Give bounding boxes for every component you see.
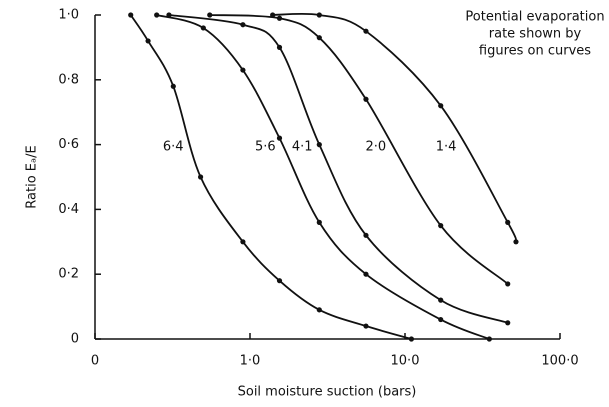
data-point: [197, 174, 204, 180]
curve: [129, 14, 412, 340]
y-tick-label: 0·4: [58, 202, 79, 217]
data-point: [513, 239, 519, 245]
data-point: [438, 103, 444, 109]
data-point: [363, 271, 369, 277]
y-tick-label: 0: [71, 332, 79, 347]
y-tick-label: 0·2: [58, 267, 79, 282]
data-point: [128, 12, 134, 18]
data-point: [240, 22, 246, 28]
data-point: [200, 25, 206, 31]
data-point: [438, 223, 444, 229]
curve-label: 6·4: [163, 140, 184, 155]
data-point: [505, 281, 511, 287]
data-point: [276, 44, 283, 51]
data-point: [316, 307, 322, 313]
data-point: [505, 320, 511, 326]
data-point: [408, 336, 415, 342]
data-point: [363, 96, 369, 102]
data-point: [166, 12, 172, 18]
data-point: [207, 12, 213, 18]
data-point: [154, 12, 160, 18]
data-point: [505, 219, 511, 225]
curve: [156, 14, 490, 340]
curve-label: 1·4: [436, 140, 457, 155]
x-tick-label: 0: [91, 354, 99, 369]
curve: [168, 14, 509, 324]
x-tick-label: 1·0: [240, 354, 261, 369]
data-point: [270, 12, 276, 18]
annotation: Potential evaporation: [465, 10, 604, 25]
data-point: [170, 83, 176, 89]
curve-label: 5·6: [255, 140, 276, 155]
data-point: [276, 278, 283, 284]
curve-label: 2·0: [366, 140, 387, 155]
data-point: [438, 316, 444, 323]
data-point: [240, 67, 246, 73]
data-point: [316, 219, 322, 225]
y-tick-label: 1·0: [58, 8, 79, 23]
data-point: [276, 15, 283, 21]
data-point: [363, 232, 369, 238]
annotation: figures on curves: [479, 44, 591, 59]
data-point: [276, 135, 283, 141]
x-tick-label: 10·0: [391, 354, 420, 369]
data-point: [438, 297, 444, 303]
data-point: [316, 142, 322, 148]
x-axis-label: Soil moisture suction (bars): [238, 385, 417, 400]
curve-label: 4·1: [292, 140, 313, 155]
data-point: [240, 239, 246, 245]
annotation: rate shown by: [489, 27, 582, 42]
y-tick-label: 0·8: [58, 72, 79, 87]
y-axis-label: Ratio Eₐ/E: [25, 145, 40, 208]
data-point: [316, 12, 322, 18]
data-point: [486, 336, 492, 342]
y-tick-label: 0·6: [58, 137, 79, 152]
data-point: [145, 38, 151, 44]
data-point: [316, 35, 322, 41]
x-tick-label: 100·0: [541, 354, 578, 369]
data-point: [363, 28, 369, 34]
data-point: [363, 323, 369, 329]
